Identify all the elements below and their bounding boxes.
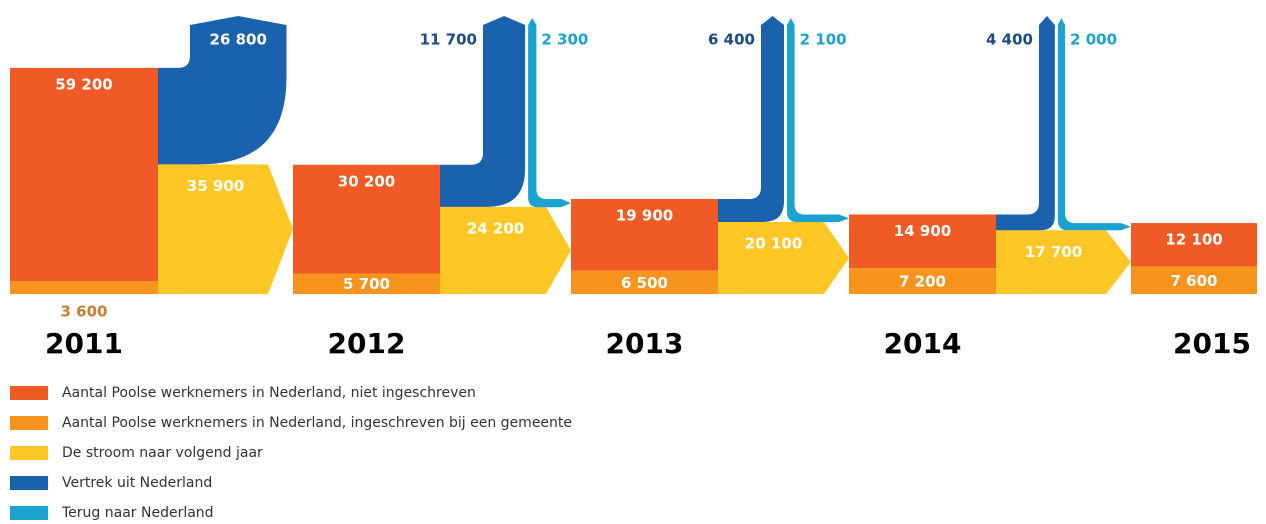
unregistered-block <box>293 164 440 274</box>
unregistered-label: 59 200 <box>55 75 112 93</box>
flow-arrow <box>718 222 849 294</box>
legend-label: Aantal Poolse werknemers in Nederland, i… <box>62 415 572 431</box>
year-label: 2013 <box>606 327 684 360</box>
flow-arrow <box>158 164 293 294</box>
flow-label: 17 700 <box>1025 243 1082 261</box>
departure-flow <box>718 16 785 222</box>
flow-label: 35 900 <box>187 177 244 195</box>
departure-label: 11 700 <box>420 31 477 49</box>
legend-swatch <box>10 446 48 460</box>
unregistered-block <box>10 67 158 282</box>
year-label: 2012 <box>328 327 406 360</box>
registered-label: 7 600 <box>1171 272 1218 290</box>
legend-label: Terug naar Nederland <box>61 505 214 521</box>
return-flow <box>528 18 571 208</box>
departure-flow <box>158 16 287 165</box>
registered-label: 5 700 <box>343 275 390 293</box>
year-label: 2014 <box>884 327 962 360</box>
unregistered-label: 14 900 <box>894 222 951 240</box>
flow-arrow <box>996 230 1131 294</box>
registered-block <box>1131 266 1257 294</box>
return-label: 2 000 <box>1070 31 1117 49</box>
legend-swatch <box>10 386 48 400</box>
unregistered-block <box>849 214 996 269</box>
legend-label: Aantal Poolse werknemers in Nederland, n… <box>62 385 476 401</box>
registered-block <box>10 281 158 294</box>
unregistered-block <box>571 198 718 271</box>
flow-label: 20 100 <box>745 235 802 253</box>
registered-label: 7 200 <box>899 273 946 291</box>
flow-label: 24 200 <box>467 219 524 237</box>
year-label: 2011 <box>45 327 123 360</box>
registered-block <box>293 273 440 294</box>
legend-label: Vertrek uit Nederland <box>62 475 212 491</box>
unregistered-block <box>1131 223 1257 267</box>
registered-block <box>849 268 996 294</box>
return-label: 2 100 <box>800 31 847 49</box>
legend-swatch <box>10 416 48 430</box>
legend-swatch <box>10 506 48 520</box>
unregistered-label: 30 200 <box>338 172 395 190</box>
departure-label: 26 800 <box>210 31 267 49</box>
unregistered-label: 12 100 <box>1165 231 1222 249</box>
registered-block <box>571 270 718 294</box>
flow-arrow <box>440 206 571 294</box>
return-flow <box>1057 18 1131 231</box>
return-flow <box>787 18 849 222</box>
legend-label: De stroom naar volgend jaar <box>62 445 263 461</box>
registered-label: 3 600 <box>61 303 108 321</box>
departure-flow <box>996 16 1055 231</box>
year-label: 2015 <box>1173 327 1251 360</box>
registered-label: 6 500 <box>621 274 668 292</box>
departure-label: 4 400 <box>986 31 1033 49</box>
departure-flow <box>440 16 526 207</box>
departure-label: 6 400 <box>708 31 755 49</box>
return-label: 2 300 <box>541 31 588 49</box>
unregistered-label: 19 900 <box>616 206 673 224</box>
legend-swatch <box>10 476 48 490</box>
